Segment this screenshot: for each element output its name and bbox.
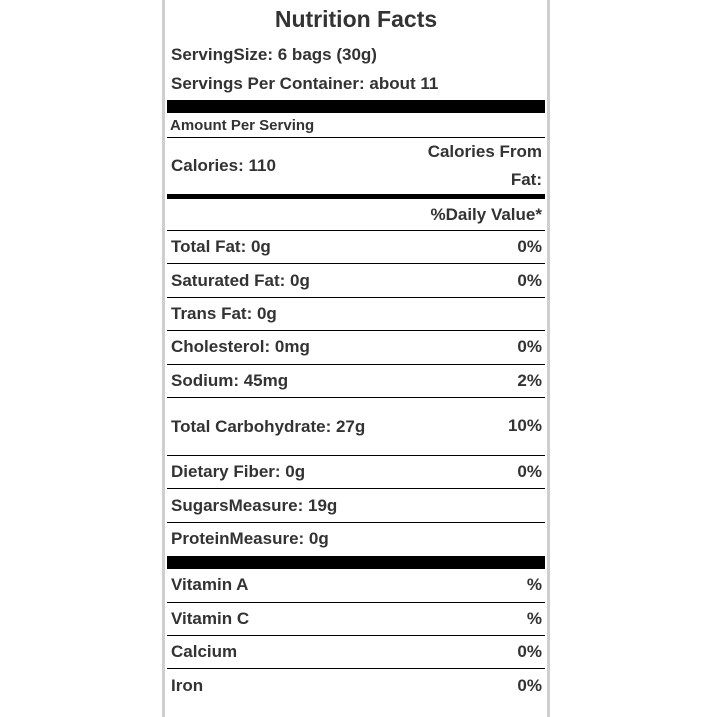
thick-divider	[167, 100, 545, 113]
nutrient-label: ProteinMeasure: 0g	[171, 529, 329, 549]
thick-divider-vitamins	[167, 556, 545, 570]
nutrient-row-trans-fat: Trans Fat: 0g	[167, 298, 545, 332]
vitamin-dv: %	[526, 608, 542, 628]
serving-size: ServingSize: 6 bags (30g)	[171, 45, 377, 64]
vitamin-dv: %	[526, 575, 542, 595]
vitamin-label: Vitamin A	[171, 575, 249, 595]
nutrient-row-cholesterol: Cholesterol: 0mg 0%	[167, 331, 545, 365]
nutrient-dv: 10%	[507, 416, 542, 436]
nutrient-label: Trans Fat: 0g	[171, 303, 277, 323]
nutrient-row-sugars: SugarsMeasure: 19g	[167, 489, 545, 523]
nutrient-label: Sodium: 45mg	[171, 370, 289, 390]
vitamin-row-a: Vitamin A %	[167, 569, 545, 603]
nutrient-row-total-fat: Total Fat: 0g 0%	[167, 231, 545, 265]
nutrient-label: Dietary Fiber: 0g	[171, 462, 306, 482]
nutrient-row-dietary-fiber: Dietary Fiber: 0g 0%	[167, 456, 545, 490]
daily-value-header: %Daily Value*	[167, 199, 545, 231]
vitamin-row-iron: Iron 0%	[167, 669, 545, 702]
nutrient-label: Saturated Fat: 0g	[171, 270, 310, 290]
nutrient-label: Total Carbohydrate: 27g	[171, 416, 366, 436]
servings-per-container: Servings Per Container: about 11	[171, 74, 439, 93]
nutrient-label: Cholesterol: 0mg	[171, 337, 310, 357]
nutrient-dv: 0%	[517, 270, 542, 290]
nutrient-dv: 0%	[517, 337, 542, 357]
nutrient-dv: 0%	[517, 462, 542, 482]
nutrient-row-saturated-fat: Saturated Fat: 0g 0%	[167, 264, 545, 298]
nutrient-row-sodium: Sodium: 45mg 2%	[167, 365, 545, 398]
calories-from-fat: Calories From Fat:	[427, 142, 542, 189]
calories-value: Calories: 110	[171, 156, 276, 175]
vitamin-label: Calcium	[171, 642, 238, 662]
nutrient-dv: 2%	[517, 370, 542, 390]
nutrient-dv: 0%	[517, 237, 542, 257]
amount-per-serving: Amount Per Serving	[167, 113, 545, 138]
nutrition-facts-panel: Nutrition Facts ServingSize: 6 bags (30g…	[162, 0, 550, 717]
vitamin-row-calcium: Calcium 0%	[167, 636, 545, 670]
vitamin-label: Iron	[171, 675, 204, 695]
vitamin-dv: 0%	[517, 675, 542, 695]
vitamin-row-c: Vitamin C %	[167, 603, 545, 636]
nutrient-label: Total Fat: 0g	[171, 237, 271, 257]
calories-row: Calories: 110 Calories From Fat:	[167, 138, 545, 194]
nutrient-row-total-carbohydrate: Total Carbohydrate: 27g 10%	[167, 398, 545, 456]
medium-divider	[167, 194, 545, 199]
nutrition-facts-content: Nutrition Facts ServingSize: 6 bags (30g…	[167, 0, 545, 703]
nutrient-label: SugarsMeasure: 19g	[171, 495, 338, 515]
vitamin-dv: 0%	[517, 642, 542, 662]
vitamin-label: Vitamin C	[171, 608, 250, 628]
nutrient-row-protein: ProteinMeasure: 0g	[167, 523, 545, 556]
nutrition-title: Nutrition Facts	[274, 6, 438, 32]
